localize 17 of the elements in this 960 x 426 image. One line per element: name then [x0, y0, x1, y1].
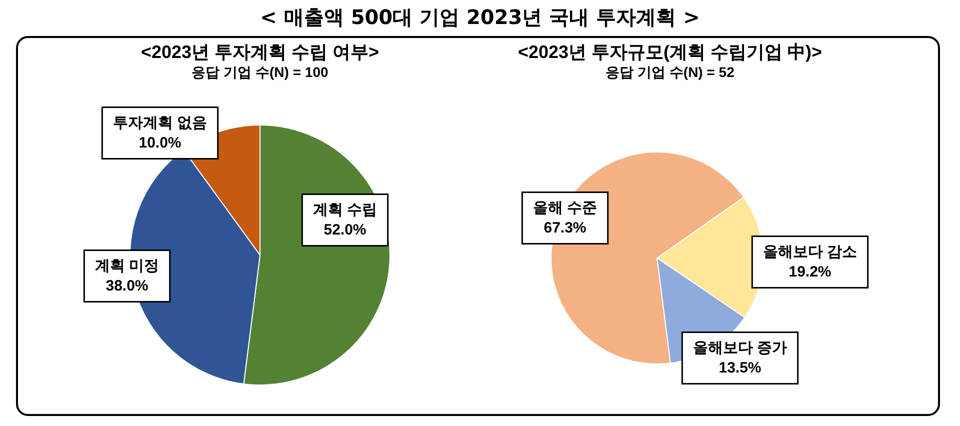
slice-label: 계획 수립 [312, 202, 378, 218]
data-label: 38.0% [106, 278, 148, 294]
chart-title: <2023년 투자계획 수립 여부> [140, 42, 380, 62]
data-label: 10.0% [138, 134, 182, 152]
slice-label: 올해 수준 [532, 200, 598, 216]
slice-label: 올해보다 증가 [692, 340, 788, 356]
chart-subtitle: 응답 기업 수(N) = 52 [606, 64, 735, 80]
data-label: 67.3% [544, 220, 586, 236]
data-label: 19.2% [788, 264, 832, 280]
slice-label: 투자계획 없음 [112, 114, 208, 132]
slice-label: 올해보다 감소 [762, 244, 858, 260]
data-label: 13.5% [718, 360, 762, 376]
data-label: 52.0% [324, 222, 366, 238]
chart-title: <2023년 투자규모(계획 수립기업 中)> [518, 42, 822, 62]
slice-label: 계획 미정 [94, 258, 160, 274]
text: < 매출액 500대 기업 2023년 국내 투자계획 > [259, 4, 701, 31]
chart-subtitle: 응답 기업 수(N) = 100 [192, 64, 328, 80]
